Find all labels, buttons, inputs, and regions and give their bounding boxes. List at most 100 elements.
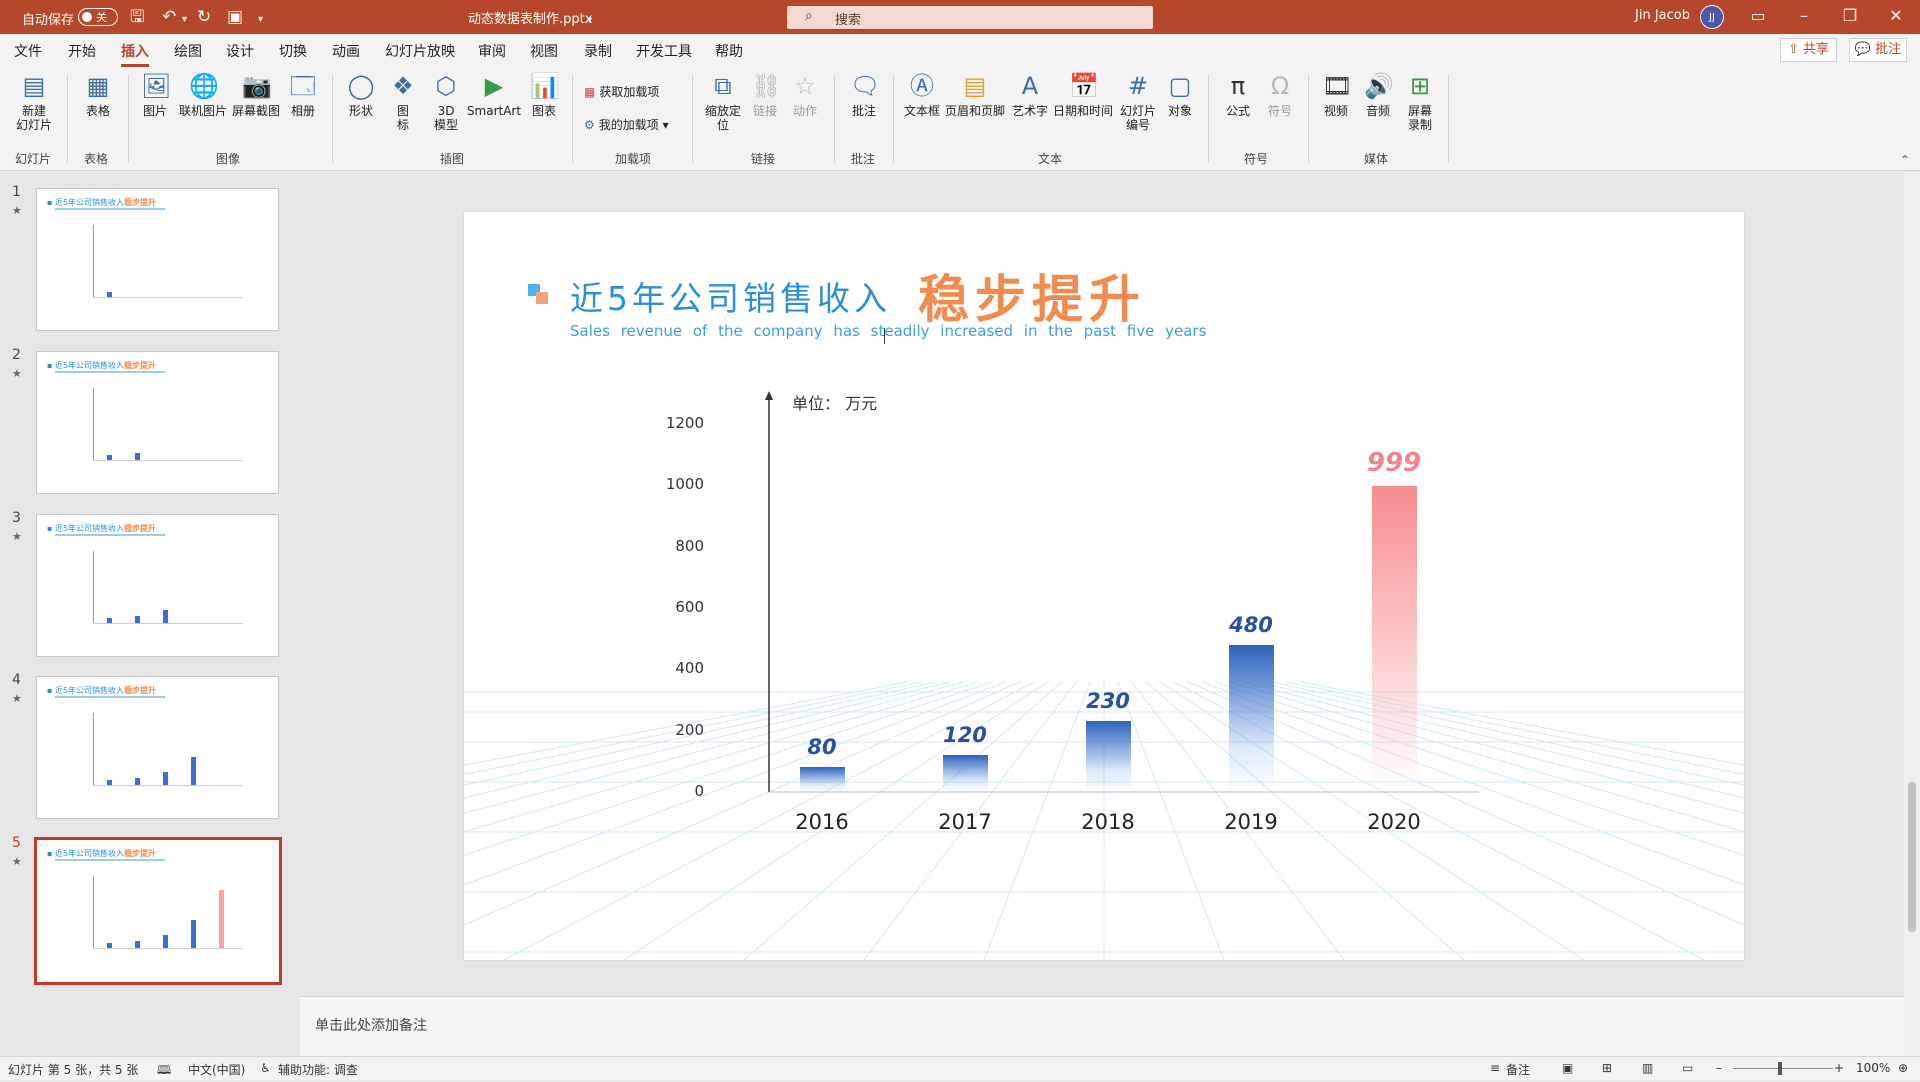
share-button[interactable]: ⇧ 共享 (1780, 38, 1837, 62)
icons-button[interactable]: ❖ 图 标 (386, 72, 420, 132)
slide-sorter-icon[interactable]: ⊞ (1602, 1061, 1613, 1075)
document-filename[interactable]: 动态数据表制作.pptx (468, 12, 593, 27)
slide-thumbnail-5[interactable]: ▪ 近5年公司销售收入稳步提升 (34, 837, 282, 985)
redo-icon[interactable]: ↻ (197, 7, 212, 27)
tab-slideshow[interactable]: 幻灯片放映 (385, 44, 455, 60)
present-from-start-icon[interactable]: ▣ (227, 7, 244, 27)
comment-button[interactable]: 🗨 批注 (844, 72, 884, 118)
tab-draw[interactable]: 绘图 (174, 44, 202, 60)
text-cursor (884, 328, 885, 344)
scrollbar-thumb[interactable] (1908, 782, 1916, 932)
datetime-button[interactable]: 📅 日期和时间 (1052, 72, 1114, 118)
close-icon[interactable]: ✕ (1889, 6, 1903, 25)
audio-button[interactable]: 🔊 音频 (1358, 72, 1398, 118)
slide-thumbnail-4[interactable]: ▪ 近5年公司销售收入稳步提升 (36, 676, 279, 819)
zoom-button[interactable]: ⧉ 缩放定 位 (700, 72, 746, 132)
vertical-scrollbar[interactable] (1904, 172, 1920, 1056)
slide-number-button[interactable]: # 幻灯片 编号 (1116, 72, 1160, 132)
equation-button[interactable]: π 公式 (1218, 72, 1258, 118)
user-name[interactable]: Jin Jacob (1635, 8, 1690, 23)
ribbon-display-icon[interactable]: ▭ (1750, 6, 1766, 25)
tab-transitions[interactable]: 切换 (279, 44, 307, 60)
slide-title-main[interactable]: 近5年公司销售收入 (570, 279, 891, 318)
zoom-in-icon[interactable]: + (1834, 1061, 1845, 1075)
get-addins-button[interactable]: ▦ 获取加载项 (584, 83, 659, 100)
zoom-out-icon[interactable]: – (1716, 1061, 1722, 1075)
chart-bar-2019[interactable] (1228, 644, 1274, 792)
table-button[interactable]: ▦ 表格 (76, 72, 120, 118)
save-icon[interactable]: 🖫 (130, 7, 145, 27)
slide-thumbnail-3[interactable]: ▪ 近5年公司销售收入稳步提升 (36, 514, 279, 657)
tab-record[interactable]: 录制 (584, 44, 612, 60)
slide-canvas[interactable]: 近5年公司销售收入 稳步提升 Sales revenue of the comp… (464, 212, 1744, 960)
chart-unit-label[interactable]: 单位： 万元 (792, 394, 878, 413)
object-button[interactable]: ▢ 对象 (1160, 72, 1200, 118)
online-picture-button[interactable]: 🌐 联机图片 (176, 72, 230, 118)
tab-review[interactable]: 审阅 (478, 44, 506, 60)
tab-help[interactable]: 帮助 (715, 44, 743, 60)
fit-to-window-icon[interactable]: ⊕ (1898, 1061, 1909, 1075)
zoom-slider-knob[interactable] (1778, 1062, 1782, 1075)
chart-button[interactable]: 📊 图表 (524, 72, 564, 118)
link-button[interactable]: ⛓ 链接 (748, 72, 782, 118)
chart-bar-2017[interactable] (942, 755, 988, 792)
minimize-icon[interactable]: – (1800, 6, 1808, 25)
picture-button[interactable]: 🖼 图片 (136, 72, 174, 118)
wordart-button[interactable]: A 艺术字 (1008, 72, 1052, 118)
slide-thumbnail-1[interactable]: ▪ 近5年公司销售收入稳步提升 (36, 188, 279, 331)
slide-thumbnail-2[interactable]: ▪ 近5年公司销售收入稳步提升 (36, 351, 279, 494)
textbox-button[interactable]: Ⓐ 文本框 (902, 72, 942, 118)
tab-animations[interactable]: 动画 (332, 44, 360, 60)
group-label-addins: 加载项 (615, 152, 652, 166)
slideshow-icon[interactable]: ▭ (1682, 1061, 1694, 1075)
zoom-level[interactable]: 100% (1856, 1061, 1891, 1075)
undo-dropdown-icon[interactable]: ▾ (182, 14, 188, 25)
album-button[interactable]: 🗔 相册 (284, 72, 322, 118)
tab-view[interactable]: 视图 (530, 44, 558, 60)
notes-toggle-button[interactable]: 备注 (1506, 1063, 1531, 1077)
group-separator (67, 75, 68, 163)
tab-home[interactable]: 开始 (68, 44, 96, 60)
screen-recording-button[interactable]: ⊞ 屏幕 录制 (1400, 72, 1440, 132)
notes-pane[interactable]: 单击此处添加备注 (300, 996, 1904, 1056)
tab-design[interactable]: 设计 (226, 44, 254, 60)
new-slide-button[interactable]: ▤ 新建 幻灯片 (6, 72, 62, 132)
tab-file[interactable]: 文件 (14, 44, 42, 60)
reading-view-icon[interactable]: ▥ (1642, 1061, 1654, 1075)
symbol-button[interactable]: Ω 符号 (1260, 72, 1300, 118)
shapes-button[interactable]: ◯ 形状 (342, 72, 380, 118)
tab-insert[interactable]: 插入 (121, 41, 149, 67)
tab-developer[interactable]: 开发工具 (636, 44, 692, 60)
chart-bar-2016[interactable] (799, 767, 845, 792)
slide-subtitle[interactable]: Sales revenue of the company has steadil… (570, 322, 1207, 340)
comments-button[interactable]: 💬 批注 (1849, 38, 1907, 62)
accessibility-status[interactable]: 辅助功能: 调查 (278, 1063, 358, 1077)
smartart-button[interactable]: ▶ SmartArt (466, 72, 522, 118)
language-status[interactable]: 中文(中国) (188, 1063, 246, 1077)
zoom-slider[interactable] (1733, 1068, 1833, 1069)
normal-view-icon[interactable]: ▣ (1562, 1061, 1574, 1075)
autosave-toggle[interactable]: 关 (78, 8, 118, 26)
customize-qat-icon[interactable]: ▾ (258, 14, 264, 25)
chart-bar-2020[interactable] (1371, 485, 1417, 792)
filename-chevron-icon[interactable]: ▾ (587, 15, 593, 26)
action-button[interactable]: ☆ 动作 (788, 72, 822, 118)
screenshot-button[interactable]: 📷 屏幕截图 (230, 72, 282, 118)
undo-icon[interactable]: ↶ (162, 7, 177, 27)
chart-bar-2018[interactable] (1085, 721, 1131, 792)
link-label: 链接 (752, 104, 777, 118)
restore-icon[interactable]: ❐ (1842, 6, 1858, 25)
thumbnail-bar (219, 889, 224, 948)
group-separator (332, 75, 333, 163)
avatar[interactable]: JJ (1700, 5, 1724, 29)
search-box[interactable]: ⌕ 搜索 (787, 6, 1153, 29)
video-button[interactable]: 🎞 视频 (1316, 72, 1356, 118)
3d-model-button[interactable]: ⬡ 3D 模型 (426, 72, 466, 132)
header-footer-button[interactable]: ▤ 页眉和页脚 (944, 72, 1006, 118)
slide-title-highlight[interactable]: 稳步提升 (918, 271, 1147, 330)
group-label-text: 文本 (1038, 152, 1063, 166)
spelling-check-icon[interactable]: 🕮 (157, 1063, 172, 1077)
my-addins-button[interactable]: ⚙ 我的加载项 ▾ (584, 118, 669, 132)
collapse-ribbon-icon[interactable]: ⌃ (1900, 153, 1911, 167)
y-tick-label: 800 (675, 536, 704, 555)
